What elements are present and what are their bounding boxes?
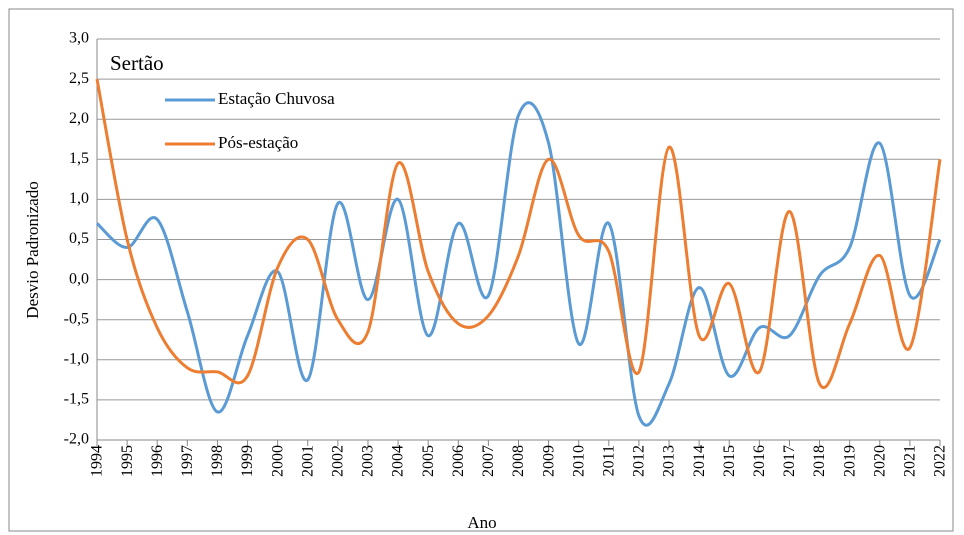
x-tick-label: 2011 — [600, 445, 617, 476]
y-tick-label: 1,0 — [69, 190, 89, 207]
chart-title: Sertão — [110, 51, 164, 75]
series-line — [95, 101, 942, 427]
legend-label: Estação Chuvosa — [218, 89, 335, 108]
x-tick-label: 2015 — [721, 445, 738, 477]
x-tick-label: 2009 — [540, 445, 557, 477]
x-tick-label: 2021 — [902, 445, 919, 477]
x-tick-label: 2000 — [269, 445, 286, 477]
y-tick-label: -2,0 — [64, 431, 89, 448]
x-tick-label: 2017 — [781, 445, 798, 477]
x-tick-label: 1995 — [119, 445, 136, 477]
x-tick-label: 1998 — [209, 445, 226, 477]
y-tick-label: -1,5 — [64, 391, 89, 408]
x-tick-label: 2002 — [330, 445, 347, 477]
y-tick-label: 2,5 — [69, 70, 89, 87]
y-tick-label: 3,0 — [69, 30, 89, 47]
y-tick-label: -0,5 — [64, 310, 89, 327]
x-tick-label: 2008 — [510, 445, 527, 477]
y-tick-label: 0,5 — [69, 230, 89, 247]
x-tick-label: 2006 — [450, 445, 467, 477]
y-tick-label: 2,0 — [69, 110, 89, 127]
x-tick-label: 1999 — [239, 445, 256, 477]
x-tick-label: 1996 — [149, 445, 166, 477]
y-tick-label: 0,0 — [69, 270, 89, 287]
x-tick-label: 2019 — [841, 445, 858, 477]
x-tick-label: 2003 — [360, 445, 377, 477]
y-tick-label: 1,5 — [69, 150, 89, 167]
x-tick-label: 1997 — [179, 445, 196, 477]
x-tick-label: 1994 — [89, 445, 106, 477]
x-tick-label: 2010 — [570, 445, 587, 477]
legend-label: Pós-estação — [218, 133, 298, 152]
y-tick-label: -1,0 — [64, 350, 89, 367]
chart-border — [8, 8, 954, 532]
x-tick-label: 2014 — [691, 445, 708, 477]
x-tick-label: 2004 — [390, 445, 407, 477]
x-tick-label: 2018 — [811, 445, 828, 477]
x-tick-label: 2020 — [871, 445, 888, 477]
x-tick-label: 2007 — [480, 445, 497, 477]
y-axis-label: Desvio Padronizado — [23, 181, 42, 318]
x-axis-label: Ano — [467, 513, 496, 532]
series-line — [95, 78, 942, 389]
x-tick-label: 2001 — [299, 445, 316, 477]
x-tick-label: 2012 — [631, 445, 648, 477]
x-tick-label: 2022 — [932, 445, 949, 477]
x-tick-label: 2005 — [420, 445, 437, 477]
x-tick-label: 2016 — [751, 445, 768, 477]
x-tick-label: 2013 — [661, 445, 678, 477]
